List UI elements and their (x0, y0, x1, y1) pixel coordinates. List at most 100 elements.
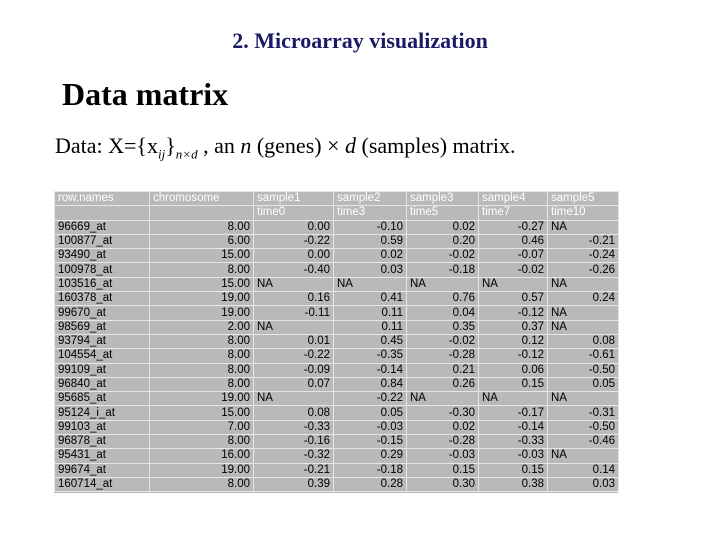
header-cell: time7 (478, 205, 548, 221)
table-cell: 0.02 (406, 419, 479, 436)
table-cell: 0.04 (406, 305, 479, 321)
row-name-cell: 96669_at (54, 219, 150, 235)
row-name-cell: 95124_i_at (54, 405, 150, 421)
table-cell: 7.00 (149, 419, 254, 436)
desc-d: d (345, 133, 356, 158)
table-row: 160378_at 19.00 0.16 0.41 0.76 0.57 0.24 (54, 291, 619, 307)
table-cell: 0.35 (406, 319, 479, 335)
table-cell: 19.00 (149, 291, 254, 307)
desc-sub-ij: ij (158, 146, 166, 162)
table-cell: -0.28 (406, 434, 479, 450)
table-cell: -0.15 (333, 434, 407, 450)
table-cell: 8.00 (149, 348, 254, 364)
table-cell: NA (406, 276, 479, 293)
row-name-cell: 100877_at (54, 233, 150, 250)
table-cell: 0.24 (547, 291, 619, 307)
table-row: 96878_at 8.00 -0.16 -0.15 -0.28 -0.33 -0.46 (54, 434, 619, 450)
table-cell: -0.40 (253, 262, 334, 278)
table-cell: 0.46 (478, 233, 548, 250)
row-name-cell: 100978_at (54, 262, 150, 278)
table-cell: 19.00 (149, 391, 254, 407)
table-row: 95124_i_at 15.00 0.08 0.05 -0.30 -0.17 -0.31 (54, 405, 619, 421)
table-cell: -0.03 (406, 448, 479, 464)
table-cell: 6.00 (149, 233, 254, 250)
desc-sub-nd: n×d (175, 146, 198, 162)
table-row: 99109_at 8.00 -0.09 -0.14 0.21 0.06 -0.50 (54, 362, 619, 378)
table-cell: 0.12 (478, 333, 548, 350)
header-cell: sample5 (547, 190, 619, 207)
table-row: 100877_at 6.00 -0.22 0.59 0.20 0.46 -0.21 (54, 233, 619, 250)
table-row: 93794_at 8.00 0.01 0.45 -0.02 0.12 0.08 (54, 333, 619, 350)
table-cell: 0.08 (547, 333, 619, 350)
row-name-cell: 160378_at (54, 291, 150, 307)
table-cell: 0.11 (333, 305, 407, 321)
header-cell (149, 205, 254, 221)
table-cell: 0.29 (333, 448, 407, 464)
table-cell: 0.21 (406, 362, 479, 378)
table-cell: NA (253, 391, 334, 407)
table-cell: 19.00 (149, 462, 254, 478)
table-cell: 0.15 (406, 462, 479, 478)
row-name-cell: 93794_at (54, 333, 150, 350)
table-cell: -0.28 (406, 348, 479, 364)
row-name-cell: 104554_at (54, 348, 150, 364)
row-name-cell: 99674_at (54, 462, 150, 478)
table-cell: 8.00 (149, 476, 254, 493)
table-cell: NA (406, 391, 479, 407)
table-cell: 0.05 (547, 376, 619, 393)
table-cell: 16.00 (149, 448, 254, 464)
table-cell: 0.59 (333, 233, 407, 250)
row-name-cell: 96878_at (54, 434, 150, 450)
table-cell: 0.15 (478, 376, 548, 393)
table-row: 96669_at 8.00 0.00 -0.10 0.02 -0.27 NA (54, 219, 619, 235)
table-cell: -0.32 (253, 448, 334, 464)
table-cell: 8.00 (149, 219, 254, 235)
table-row: 96840_at 8.00 0.07 0.84 0.26 0.15 0.05 (54, 376, 619, 393)
table-cell: -0.02 (478, 262, 548, 278)
table-cell: NA (333, 276, 407, 293)
table-cell: 0.76 (406, 291, 479, 307)
table-cell: 0.03 (547, 476, 619, 493)
table-cell: -0.61 (547, 348, 619, 364)
table-cell: -0.18 (333, 462, 407, 478)
table-cell: -0.10 (333, 219, 407, 235)
table-cell: 0.16 (253, 291, 334, 307)
table-cell: 8.00 (149, 434, 254, 450)
table-cell: NA (547, 276, 619, 293)
table-cell: -0.12 (478, 305, 548, 321)
table-cell: -0.16 (253, 434, 334, 450)
table-cell: 0.02 (406, 219, 479, 235)
table-row: 100978_at 8.00 -0.40 0.03 -0.18 -0.02 -0.26 (54, 262, 619, 278)
table-cell: -0.17 (478, 405, 548, 421)
table-cell: NA (547, 448, 619, 464)
desc-genes: (genes) × (251, 133, 345, 158)
table-cell: NA (253, 276, 334, 293)
table-cell: 0.38 (478, 476, 548, 493)
table-cell: -0.21 (253, 462, 334, 478)
table-cell: 15.00 (149, 276, 254, 293)
table-cell: -0.26 (547, 262, 619, 278)
section-heading: Data matrix (62, 76, 229, 112)
table-cell: 0.26 (406, 376, 479, 393)
table-cell: -0.09 (253, 362, 334, 378)
table-cell: 8.00 (149, 333, 254, 350)
table-row: 93490_at 15.00 0.00 0.02 -0.02 -0.07 -0.24 (54, 248, 619, 264)
table-cell: -0.11 (253, 305, 334, 321)
table-cell: 15.00 (149, 405, 254, 421)
table-cell: -0.03 (333, 419, 407, 436)
table-cell: 0.37 (478, 319, 548, 335)
table-cell: 0.20 (406, 233, 479, 250)
matrix-description: Data: X={xij}n×d , an n (genes) × d (sam… (55, 133, 515, 162)
row-name-cell: 160714_at (54, 476, 150, 493)
table-row: 95431_at 16.00 -0.32 0.29 -0.03 -0.03 NA (54, 448, 619, 464)
table-cell: NA (478, 276, 548, 293)
table-cell: NA (547, 305, 619, 321)
table-cell: -0.30 (406, 405, 479, 421)
table-cell: -0.50 (547, 419, 619, 436)
table-cell: -0.46 (547, 434, 619, 450)
table-row: 99670_at 19.00 -0.11 0.11 0.04 -0.12 NA (54, 305, 619, 321)
row-name-cell: 95685_at (54, 391, 150, 407)
table-cell: -0.35 (333, 348, 407, 364)
table-cell: -0.24 (547, 248, 619, 264)
slide-title: 2. Microarray visualization (232, 28, 488, 53)
